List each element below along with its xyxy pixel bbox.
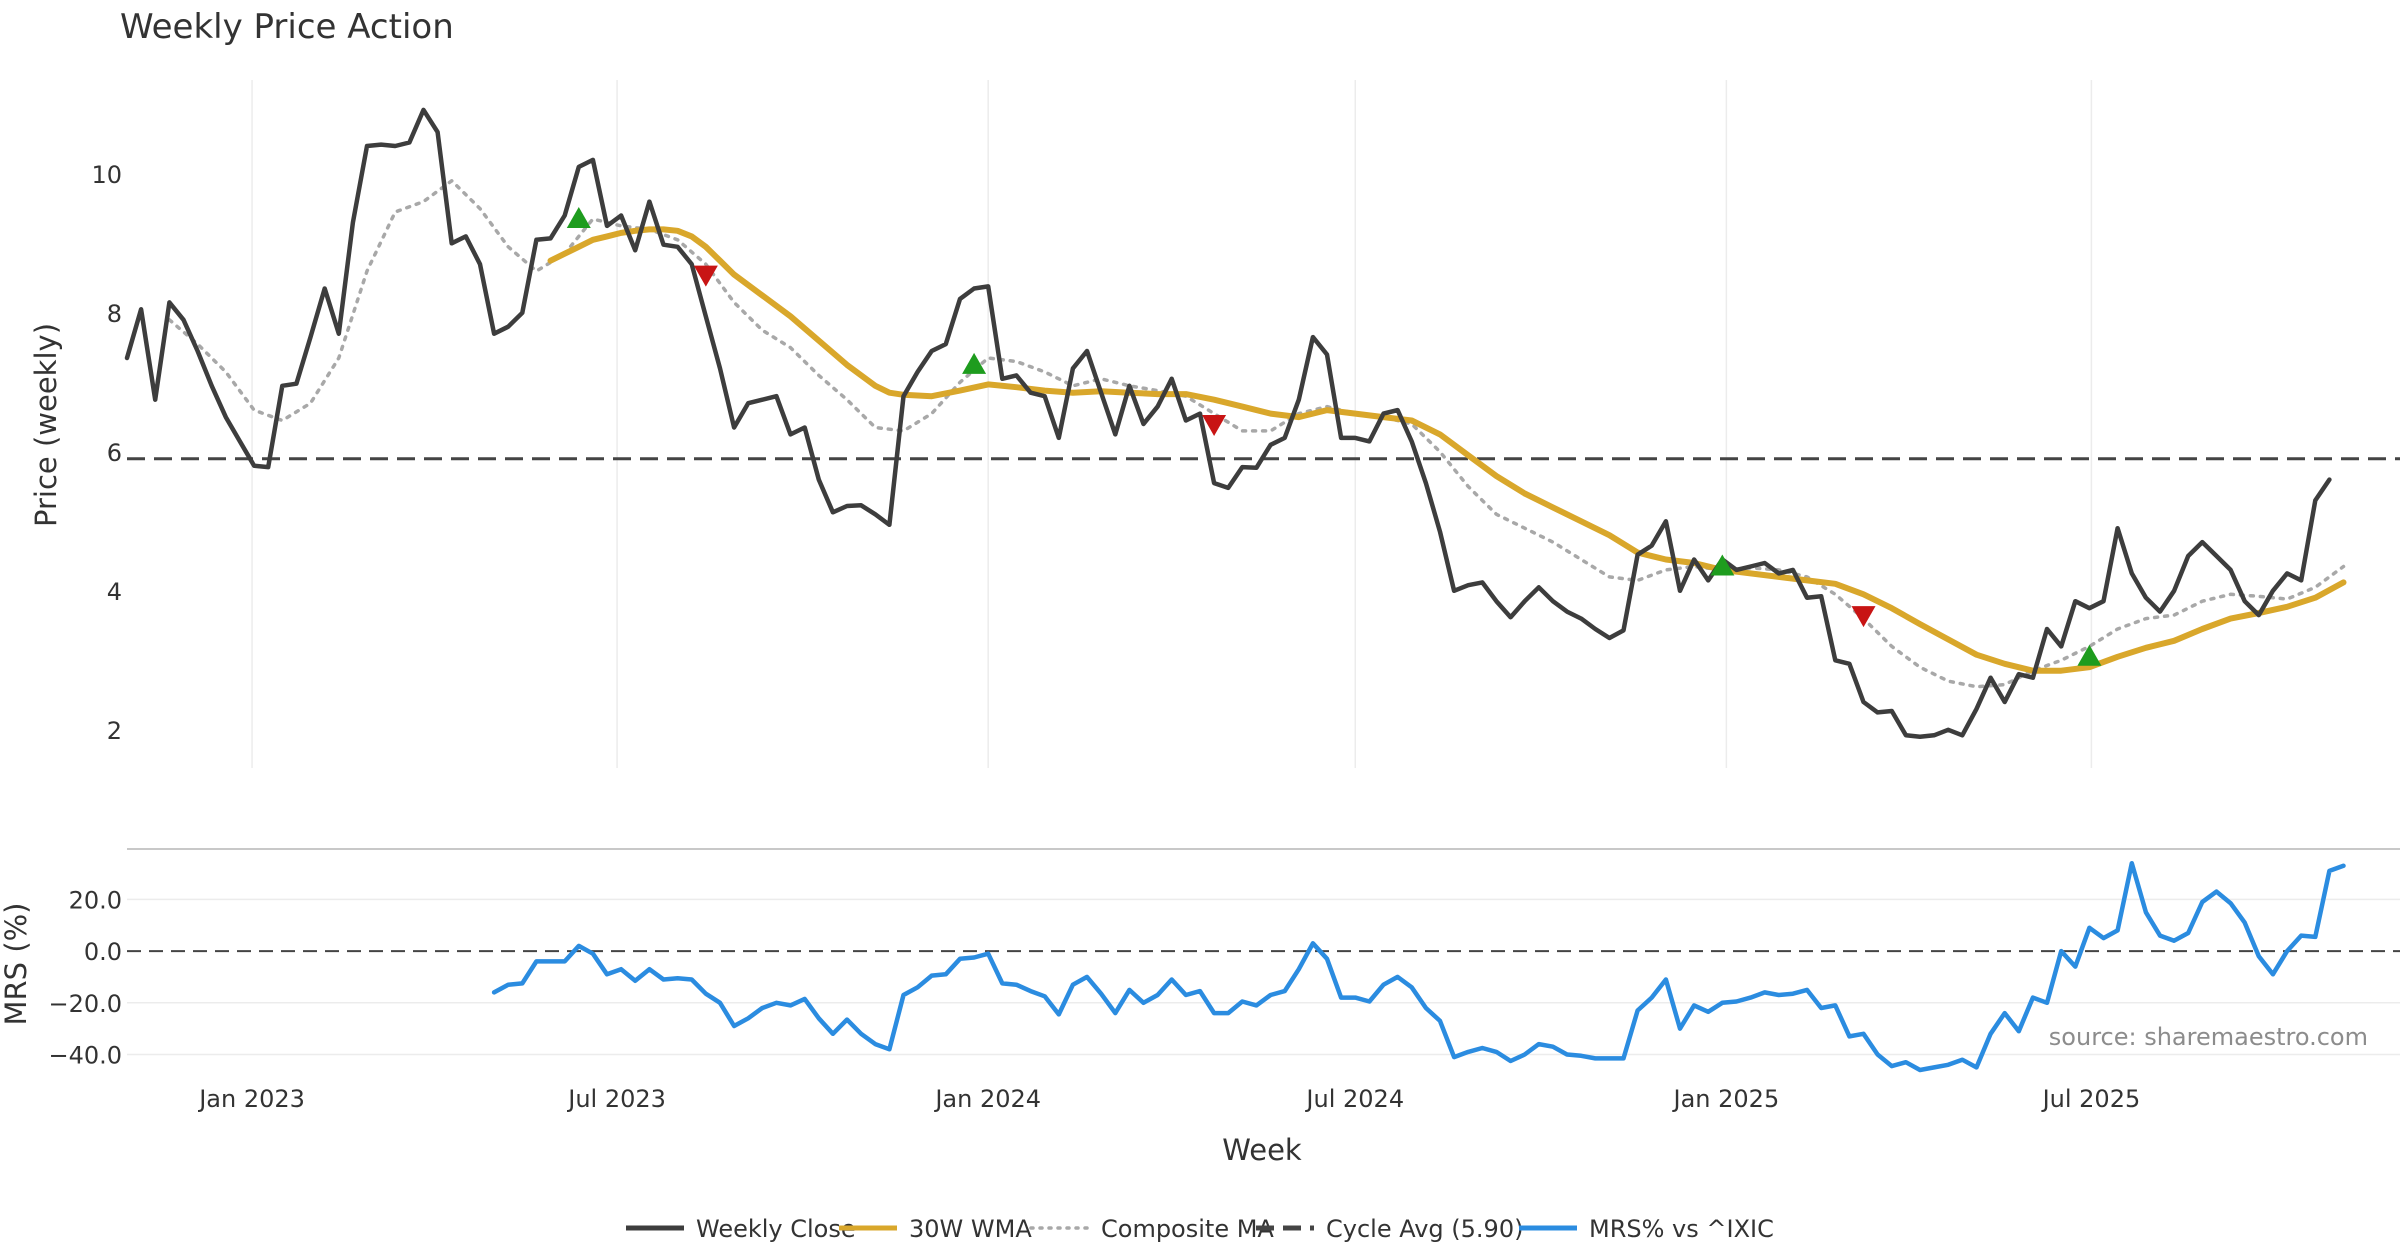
x-tick-label: Jan 2023	[197, 1085, 305, 1113]
source-note: source: sharemaestro.com	[2049, 1023, 2368, 1051]
legend-item: MRS% vs ^IXIC	[1519, 1215, 1774, 1243]
sell-signal-marker	[693, 265, 718, 287]
price-y-axis-label: Price (weekly)	[29, 323, 63, 527]
legend-item: Weekly Close	[626, 1215, 856, 1243]
legend-item: 30W WMA	[839, 1215, 1032, 1243]
legend-label: Composite MA	[1101, 1215, 1274, 1243]
x-tick-label: Jul 2025	[2041, 1085, 2141, 1113]
composite-ma-line	[167, 179, 2346, 689]
price-y-tick-label: 6	[107, 439, 122, 467]
legend-label: MRS% vs ^IXIC	[1589, 1215, 1774, 1243]
x-tick-label: Jan 2025	[1672, 1085, 1780, 1113]
price-y-tick-label: 4	[107, 578, 122, 606]
price-y-tick-label: 2	[107, 717, 122, 745]
legend-item: Cycle Avg (5.90)	[1256, 1215, 1523, 1243]
buy-signal-marker	[2077, 644, 2102, 666]
legend-label: Weekly Close	[696, 1215, 856, 1243]
legend-item: Composite MA	[1029, 1215, 1274, 1243]
legend-label: Cycle Avg (5.90)	[1326, 1215, 1523, 1243]
legend: Weekly Close 30W WMA Composite MA Cycle Avg…	[626, 1215, 1774, 1243]
x-axis-label: Week	[1222, 1133, 1302, 1167]
wma-30w-line	[547, 226, 2347, 674]
mrs-y-tick-label: −20.0	[48, 990, 122, 1018]
x-tick-label: Jul 2024	[1304, 1085, 1404, 1113]
buy-signal-marker	[566, 206, 591, 228]
sell-signal-marker	[1202, 415, 1227, 436]
weekly-close-line	[124, 107, 2332, 739]
mrs-line	[491, 860, 2346, 1073]
sell-signal-marker	[1851, 606, 1876, 628]
x-tick-label: Jul 2023	[566, 1085, 666, 1113]
legend-label: 30W WMA	[909, 1215, 1032, 1243]
mrs-y-tick-label: −40.0	[48, 1041, 122, 1069]
buy-signal-marker	[962, 352, 987, 374]
price-panel: 2 4 6 8 10	[91, 80, 2400, 768]
x-tick-label: Jan 2024	[933, 1085, 1041, 1113]
mrs-y-tick-label: 20.0	[69, 886, 122, 914]
buy-signal-marker	[1710, 554, 1735, 576]
mrs-y-tick-label: 0.0	[84, 938, 122, 966]
chart-title: Weekly Price Action	[120, 7, 454, 47]
mrs-panel: 20.0 0.0 −20.0 −40.0 Jan 2023 Jul 2023 Jan 202…	[48, 848, 2400, 1113]
price-y-tick-label: 10	[91, 161, 122, 189]
mrs-y-axis-label: MRS (%)	[0, 903, 33, 1026]
price-y-tick-label: 8	[107, 300, 122, 328]
